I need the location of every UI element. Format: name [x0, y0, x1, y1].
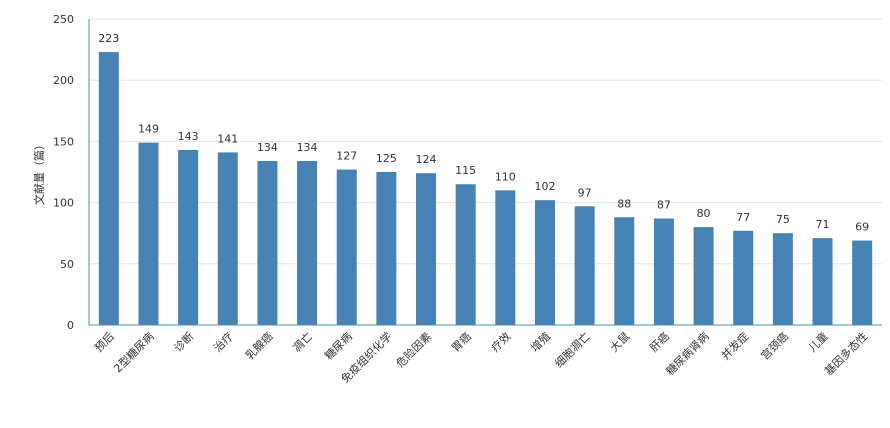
x-category-label: 预后	[92, 330, 117, 355]
bar	[852, 240, 873, 325]
gridlines	[89, 18, 882, 265]
bars	[98, 52, 873, 325]
x-category-label: 诊断	[171, 329, 196, 354]
bar	[495, 190, 516, 325]
x-category-label: 乳腺癌	[242, 329, 275, 362]
x-category-label: 治疗	[210, 329, 235, 354]
bar	[138, 142, 159, 325]
x-axis-categories: 预后2型糖尿病 诊断 治疗 乳腺癌 凋亡 糖尿病免疫组织化学 危险因素 胃癌 疗效 增殖 细胞凋亡大…	[92, 329, 870, 386]
bar	[812, 238, 833, 325]
data-label: 75	[776, 213, 790, 226]
data-label: 223	[98, 32, 119, 45]
bar	[336, 169, 357, 325]
data-label: 149	[138, 123, 159, 136]
x-category-label: 凋亡	[290, 329, 315, 354]
bar	[217, 152, 238, 325]
data-label: 134	[297, 141, 318, 154]
data-label: 71	[816, 218, 830, 231]
x-category-label: 危险因素	[393, 329, 434, 370]
data-label: 127	[336, 150, 357, 163]
data-label: 110	[495, 170, 516, 183]
data-label: 87	[657, 199, 671, 212]
y-tick-label: 0	[67, 319, 74, 332]
data-label: 102	[534, 180, 555, 193]
data-label: 134	[257, 141, 278, 154]
data-labels: 223 149 143 141 134 134 127 125 124 115 110 102 97 88…	[98, 32, 869, 233]
bar	[574, 206, 595, 325]
bar	[653, 218, 674, 325]
y-tick-label: 100	[53, 197, 74, 210]
y-tick-label: 200	[53, 74, 74, 87]
x-category-label: 疗效	[488, 329, 513, 354]
x-category-label: 宫颈癌	[758, 329, 791, 362]
bar	[455, 184, 476, 325]
x-category-label: 儿童	[805, 329, 830, 354]
x-category-label: 胃癌	[448, 329, 473, 354]
x-category-label: 糖尿病	[322, 329, 355, 362]
bar	[693, 227, 714, 325]
y-tick-label: 150	[53, 135, 74, 148]
data-label: 124	[416, 153, 437, 166]
bar	[297, 160, 318, 325]
bar	[416, 173, 437, 325]
y-tick-label: 250	[53, 13, 74, 26]
y-tick-label: 50	[60, 258, 74, 271]
y-axis-ticks: 0 50 100 150 200 250	[53, 13, 74, 332]
data-label: 125	[376, 152, 397, 165]
x-category-label: 大鼠	[607, 329, 632, 354]
bar	[98, 52, 119, 325]
x-category-label: 基因多态性	[822, 329, 871, 378]
data-label: 143	[178, 130, 199, 143]
data-label: 141	[217, 132, 238, 145]
data-label: 88	[617, 197, 631, 210]
data-label: 115	[455, 164, 476, 177]
data-label: 77	[736, 211, 750, 224]
bar	[772, 233, 793, 325]
bar	[376, 172, 397, 325]
bar	[733, 230, 754, 325]
data-label: 69	[855, 221, 869, 234]
bar	[614, 217, 635, 325]
bar	[178, 149, 199, 325]
data-label: 80	[697, 207, 711, 220]
y-axis-title: 文献量（篇）	[32, 139, 46, 205]
bar	[257, 160, 278, 325]
x-category-label: 2型糖尿病	[111, 329, 157, 375]
x-category-label: 肝癌	[647, 329, 672, 354]
bar	[534, 200, 555, 325]
x-category-label: 细胞凋亡	[552, 329, 593, 370]
x-category-label: 糖尿病肾病	[663, 329, 712, 378]
x-category-label: 增殖	[528, 329, 553, 354]
x-category-label: 并发症	[718, 329, 751, 362]
data-label: 97	[578, 186, 592, 199]
